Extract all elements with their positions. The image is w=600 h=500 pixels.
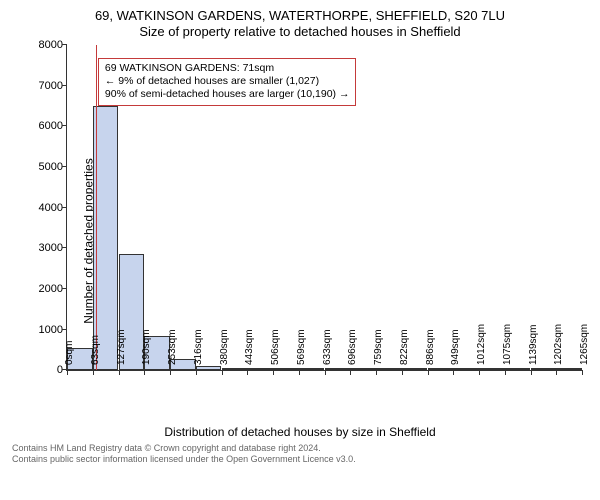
histogram-bar bbox=[247, 368, 273, 370]
annotation-line-3: 90% of semi-detached houses are larger (… bbox=[105, 88, 350, 101]
y-tick-label: 6000 bbox=[27, 120, 63, 132]
x-tick-label: 190sqm bbox=[141, 330, 152, 366]
x-tick-label: 822sqm bbox=[399, 330, 410, 366]
y-tick-label: 8000 bbox=[27, 39, 63, 51]
y-tick-label: 7000 bbox=[27, 80, 63, 92]
x-tick-label: 1139sqm bbox=[528, 325, 539, 365]
x-tick-mark bbox=[170, 370, 171, 375]
chart-container: 69, WATKINSON GARDENS, WATERTHORPE, SHEF… bbox=[0, 0, 600, 500]
footer-line-2: Contains public sector information licen… bbox=[12, 454, 590, 465]
x-tick-mark bbox=[556, 370, 557, 375]
x-tick-mark bbox=[453, 370, 454, 375]
x-tick-mark bbox=[119, 370, 120, 375]
x-tick-label: 633sqm bbox=[322, 330, 333, 366]
title-line-1: 69, WATKINSON GARDENS, WATERTHORPE, SHEF… bbox=[10, 8, 590, 24]
x-tick-mark bbox=[479, 370, 480, 375]
y-tick-mark bbox=[62, 85, 67, 86]
x-tick-mark bbox=[350, 370, 351, 375]
x-tick-label: 1265sqm bbox=[579, 324, 590, 365]
x-tick-mark bbox=[376, 370, 377, 375]
histogram-bar bbox=[402, 368, 428, 370]
x-tick-mark bbox=[428, 370, 429, 375]
histogram-bar bbox=[428, 368, 454, 370]
x-tick-label: 63sqm bbox=[90, 335, 101, 365]
x-tick-label: 696sqm bbox=[347, 330, 358, 366]
histogram-bar bbox=[453, 368, 479, 370]
x-tick-label: 127sqm bbox=[116, 330, 127, 366]
x-tick-label: 759sqm bbox=[373, 330, 384, 366]
y-tick-mark bbox=[62, 247, 67, 248]
x-tick-label: 316sqm bbox=[193, 330, 204, 366]
y-tick-mark bbox=[62, 44, 67, 45]
y-tick-label: 5000 bbox=[27, 161, 63, 173]
histogram-bar bbox=[325, 368, 351, 370]
plot: 69 WATKINSON GARDENS: 71sqm ← 9% of deta… bbox=[66, 45, 582, 371]
histogram-bar bbox=[479, 368, 505, 370]
histogram-bar bbox=[273, 368, 299, 370]
x-tick-label: 569sqm bbox=[296, 330, 307, 366]
x-tick-label: 506sqm bbox=[270, 330, 281, 366]
x-axis-label: Distribution of detached houses by size … bbox=[10, 425, 590, 439]
histogram-bar bbox=[556, 368, 582, 370]
x-tick-label: 0sqm bbox=[64, 341, 75, 365]
histogram-bar bbox=[531, 368, 557, 370]
histogram-bar bbox=[505, 368, 531, 370]
x-tick-mark bbox=[505, 370, 506, 375]
annotation-line-1: 69 WATKINSON GARDENS: 71sqm bbox=[105, 62, 350, 75]
histogram-bar bbox=[350, 368, 376, 370]
chart-area: Number of detached properties 69 WATKINS… bbox=[10, 41, 590, 441]
x-tick-label: 1202sqm bbox=[553, 324, 564, 365]
y-tick-label: 2000 bbox=[27, 283, 63, 295]
x-tick-label: 1075sqm bbox=[502, 324, 513, 365]
y-tick-mark bbox=[62, 207, 67, 208]
x-tick-mark bbox=[93, 370, 94, 375]
x-tick-label: 1012sqm bbox=[476, 324, 487, 365]
highlight-marker-line bbox=[96, 45, 97, 370]
histogram-bar bbox=[196, 366, 222, 370]
x-tick-label: 886sqm bbox=[425, 330, 436, 366]
y-tick-mark bbox=[62, 125, 67, 126]
x-tick-label: 380sqm bbox=[219, 330, 230, 366]
annotation-box: 69 WATKINSON GARDENS: 71sqm ← 9% of deta… bbox=[98, 58, 357, 105]
y-tick-label: 4000 bbox=[27, 202, 63, 214]
plot-outer: 69 WATKINSON GARDENS: 71sqm ← 9% of deta… bbox=[66, 45, 582, 371]
x-tick-mark bbox=[67, 370, 68, 375]
title-line-2: Size of property relative to detached ho… bbox=[10, 24, 590, 40]
x-tick-mark bbox=[273, 370, 274, 375]
annotation-line-2: ← 9% of detached houses are smaller (1,0… bbox=[105, 75, 350, 88]
x-tick-mark bbox=[222, 370, 223, 375]
y-tick-label: 1000 bbox=[27, 324, 63, 336]
x-tick-mark bbox=[299, 370, 300, 375]
footer-line-1: Contains HM Land Registry data © Crown c… bbox=[12, 443, 590, 454]
x-tick-mark bbox=[144, 370, 145, 375]
x-tick-mark bbox=[247, 370, 248, 375]
histogram-bar bbox=[222, 368, 248, 370]
footer: Contains HM Land Registry data © Crown c… bbox=[10, 443, 590, 465]
x-tick-mark bbox=[196, 370, 197, 375]
y-tick-mark bbox=[62, 288, 67, 289]
x-tick-mark bbox=[325, 370, 326, 375]
y-tick-mark bbox=[62, 166, 67, 167]
histogram-bar bbox=[376, 368, 402, 370]
y-tick-mark bbox=[62, 329, 67, 330]
x-tick-mark bbox=[531, 370, 532, 375]
y-tick-label: 3000 bbox=[27, 242, 63, 254]
x-tick-label: 949sqm bbox=[450, 330, 461, 366]
x-tick-label: 253sqm bbox=[167, 330, 178, 366]
y-tick-label: 0 bbox=[27, 364, 63, 376]
histogram-bar bbox=[299, 368, 325, 370]
x-tick-label: 443sqm bbox=[244, 330, 255, 366]
x-tick-mark bbox=[402, 370, 403, 375]
x-tick-mark bbox=[582, 370, 583, 375]
